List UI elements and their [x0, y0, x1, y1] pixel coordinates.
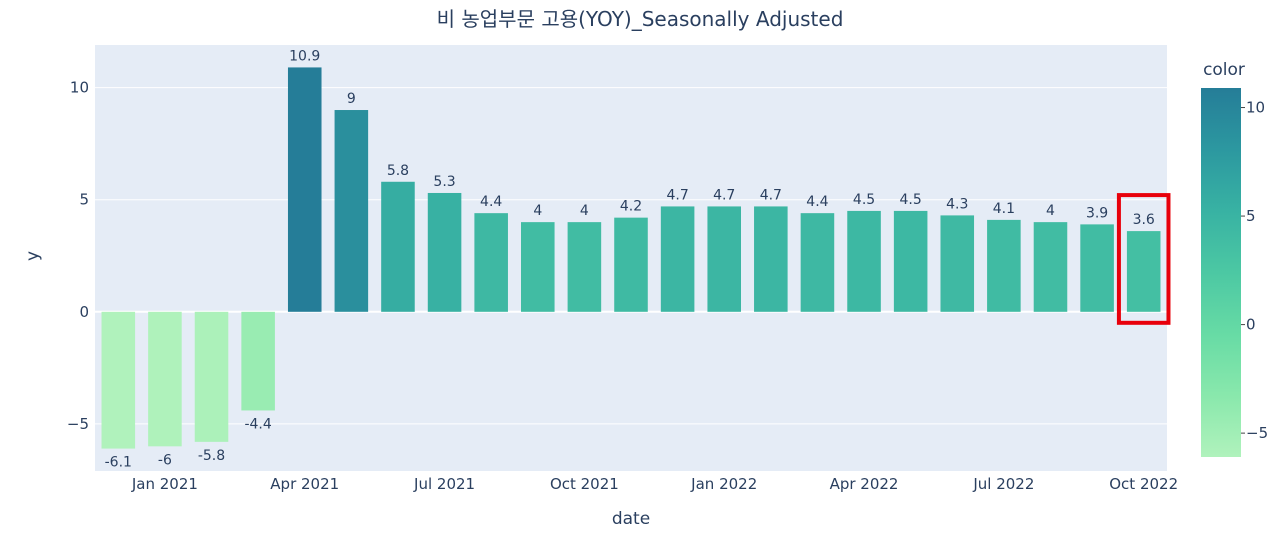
data-label: -6.1 [105, 455, 132, 471]
y-tick-label: 0 [79, 303, 89, 321]
bar [660, 206, 695, 312]
highlight-rectangle [1116, 193, 1171, 325]
bar [707, 206, 741, 312]
bar [334, 110, 369, 312]
data-label: 4.7 [666, 187, 688, 203]
bar [521, 222, 555, 312]
x-axis-ticks: Jan 2021 Apr 2021 Jul 2021 Oct 2021 Jan 2022… [131, 475, 1178, 493]
data-label: 4.5 [853, 192, 875, 208]
bar [101, 311, 136, 449]
bar [1033, 222, 1068, 312]
bars [101, 67, 1161, 449]
highlight-box [1116, 193, 1171, 325]
bar [800, 213, 835, 312]
bar [194, 311, 229, 442]
data-label: 3.6 [1133, 212, 1155, 228]
bar [287, 67, 322, 312]
x-tick-label: Jan 2021 [131, 475, 198, 493]
data-label: 4.7 [760, 187, 782, 203]
bar [148, 311, 182, 447]
y-tick-label: −5 [67, 415, 89, 433]
bar [474, 213, 508, 312]
data-label: 4 [533, 203, 542, 219]
data-label: 4 [580, 203, 589, 219]
x-tick-label: Jan 2022 [690, 475, 757, 493]
bar [614, 217, 648, 312]
data-label: -6 [158, 452, 172, 468]
data-label: 4.3 [946, 196, 968, 212]
x-tick-label: Oct 2021 [550, 475, 619, 493]
x-tick-label: Jul 2022 [972, 475, 1034, 493]
data-label: -5.8 [198, 448, 225, 464]
bar [1080, 224, 1114, 312]
data-label: 4.4 [480, 194, 502, 210]
y-tick-label: 10 [70, 79, 89, 97]
x-axis-title: date [612, 509, 650, 529]
y-axis-ticks: −5 0 5 10 [67, 79, 89, 433]
bar [241, 311, 275, 411]
data-label: 4.5 [900, 192, 922, 208]
data-label: 3.9 [1086, 205, 1108, 221]
data-label: 5.3 [433, 174, 455, 190]
colorbar-tick-label: −5 [1246, 424, 1268, 442]
chart-title: 비 농업부문 고용(YOY)_Seasonally Adjusted [437, 7, 844, 31]
bar [893, 210, 928, 312]
colorbar-title: color [1203, 60, 1245, 80]
y-tick-label: 5 [79, 191, 89, 209]
bar [1126, 231, 1161, 312]
x-tick-label: Oct 2022 [1109, 475, 1178, 493]
colorbar-tick-label: 5 [1246, 207, 1256, 225]
data-label: 4.4 [806, 194, 828, 210]
x-tick-label: Jul 2021 [413, 475, 475, 493]
colorbar [1201, 88, 1241, 457]
bar [754, 206, 788, 312]
x-tick-label: Apr 2021 [270, 475, 339, 493]
bar [567, 222, 602, 312]
colorbar-tick-label: 0 [1246, 316, 1256, 334]
x-tick-label: Apr 2022 [830, 475, 899, 493]
data-label: 4 [1046, 203, 1055, 219]
data-label: 4.2 [620, 199, 642, 215]
bar [847, 210, 881, 312]
data-label: 4.7 [713, 187, 735, 203]
bar [381, 181, 415, 312]
data-label: 4.1 [993, 201, 1015, 217]
colorbar-ticks: 10 5 0 −5 [1241, 99, 1268, 442]
data-label: 10.9 [289, 48, 320, 64]
bar [987, 219, 1021, 312]
bar [427, 192, 462, 312]
bar [940, 215, 975, 312]
data-label: -4.4 [244, 416, 271, 432]
data-labels: -6.1 -6 -5.8 -4.4 10.9 9 5.8 5.3 4.4 4 4 4.2 4.7 4.7 4… [105, 48, 1155, 470]
y-axis-title: y [23, 251, 43, 261]
data-label: 5.8 [387, 163, 409, 179]
data-label: 9 [347, 91, 356, 107]
colorbar-tick-label: 10 [1246, 99, 1265, 117]
